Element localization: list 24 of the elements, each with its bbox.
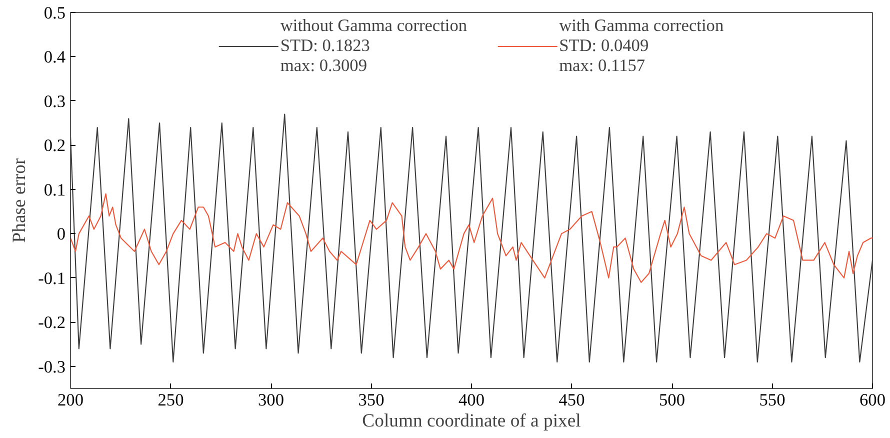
x-tick-label: 600: [860, 390, 886, 410]
y-tick-label: 0.2: [44, 136, 66, 156]
x-tick-label: 500: [659, 390, 686, 410]
y-tick-label: 0.4: [44, 48, 66, 67]
y-tick-label: -0.2: [38, 313, 66, 332]
y-axis-title: Phase error: [9, 157, 30, 243]
x-tick-label: 250: [158, 390, 184, 410]
line-series: [70, 114, 872, 363]
x-axis-title: Column coordinate of a pixel: [362, 410, 581, 432]
y-tick-label: 0.5: [44, 4, 66, 22]
x-tick-label: 550: [759, 390, 786, 410]
line-series: [70, 193, 872, 283]
y-tick-label: 0: [56, 224, 66, 244]
x-tick-label: 400: [458, 390, 485, 410]
y-tick-label: -0.1: [38, 268, 66, 288]
y-tick-label: 0.3: [44, 92, 66, 111]
x-tick-label: 200: [58, 390, 84, 410]
x-tick-label: 350: [358, 390, 384, 410]
legend-label: with Gamma correction STD: 0.0409 max: 0.1157: [559, 16, 724, 76]
y-tick-label: -0.3: [38, 357, 66, 376]
y-tick-label: 0.1: [44, 180, 66, 200]
x-tick-label: 300: [258, 390, 284, 410]
legend-label: without Gamma correction STD: 0.1823 max: 0.3009: [280, 16, 468, 76]
x-tick-label: 450: [558, 390, 585, 410]
